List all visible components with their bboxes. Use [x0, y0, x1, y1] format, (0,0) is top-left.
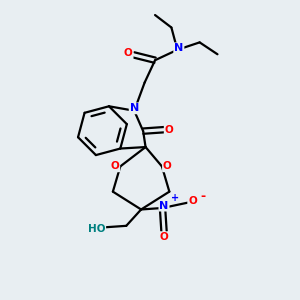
Text: O: O — [124, 48, 133, 59]
Text: O: O — [111, 161, 119, 171]
Text: N: N — [159, 201, 169, 211]
Text: O: O — [160, 232, 168, 242]
Text: N: N — [130, 103, 139, 113]
Text: N: N — [174, 43, 184, 53]
Text: HO: HO — [88, 224, 105, 234]
Text: O: O — [165, 124, 173, 135]
Text: O: O — [163, 161, 172, 171]
Text: -: - — [201, 190, 206, 202]
Text: +: + — [171, 194, 179, 203]
Text: O: O — [188, 196, 197, 206]
